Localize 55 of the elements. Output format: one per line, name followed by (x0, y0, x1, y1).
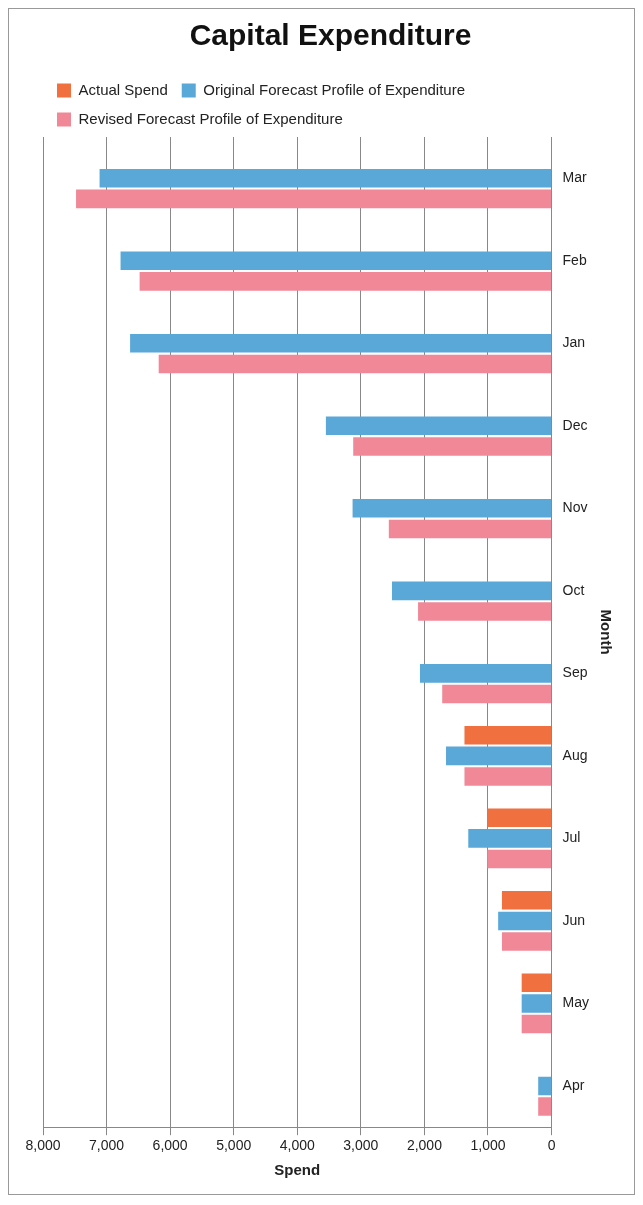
x-tick-label: 8,000 (25, 1137, 61, 1154)
x-tick-label: 7,000 (89, 1137, 125, 1154)
y-tick-label: May (562, 994, 589, 1011)
bar (418, 602, 552, 621)
x-tick-label: 4,000 (279, 1137, 315, 1154)
x-tick-label: 2,000 (406, 1137, 443, 1154)
bar (76, 189, 552, 209)
y-tick-label: Jan (562, 334, 586, 351)
bar (521, 994, 552, 1013)
bar (388, 519, 552, 539)
y-axis-title: Month (597, 609, 615, 655)
bar (352, 499, 552, 518)
y-tick-label: Sep (562, 664, 588, 681)
bar (538, 1097, 552, 1116)
bar (120, 251, 552, 271)
bar (419, 664, 552, 683)
bar (325, 416, 552, 436)
y-tick-label: Mar (562, 169, 587, 186)
x-axis-title: Spend (274, 1161, 321, 1179)
legend-label: Original Forecast Profile of Expenditure (203, 80, 466, 98)
y-tick-label: Jul (562, 829, 581, 846)
bar (442, 684, 552, 704)
bar (487, 849, 552, 869)
bar (353, 437, 552, 456)
bar (468, 829, 552, 848)
bar (99, 168, 552, 188)
legend-label: Revised Forecast Profile of Expenditure (78, 109, 343, 127)
bar (487, 808, 552, 828)
bar (538, 1076, 552, 1096)
bar (139, 272, 552, 291)
bar (158, 354, 552, 374)
y-tick-label: Oct (562, 581, 585, 598)
x-tick-label: 0 (547, 1137, 556, 1154)
bar (464, 725, 552, 745)
y-tick-label: Jun (562, 911, 586, 928)
y-tick-label: Feb (562, 251, 587, 268)
y-tick-label: Apr (562, 1076, 585, 1093)
x-tick-label: 1,000 (470, 1137, 506, 1154)
x-tick-label: 6,000 (152, 1137, 188, 1154)
bar (498, 911, 552, 931)
chart-title: Capital Expenditure (189, 18, 472, 52)
bar (130, 334, 552, 353)
y-tick-label: Nov (562, 499, 588, 516)
bar (391, 581, 552, 601)
bar (521, 1014, 552, 1034)
bar (464, 767, 552, 786)
y-tick-label: Dec (562, 416, 588, 433)
bar (521, 973, 552, 993)
x-tick-label: 5,000 (216, 1137, 252, 1154)
y-tick-label: Aug (562, 746, 588, 763)
bar (446, 746, 552, 766)
x-tick-label: 3,000 (343, 1137, 379, 1154)
bar (501, 891, 552, 910)
bar (501, 932, 552, 951)
legend-label: Actual Spend (78, 80, 168, 98)
